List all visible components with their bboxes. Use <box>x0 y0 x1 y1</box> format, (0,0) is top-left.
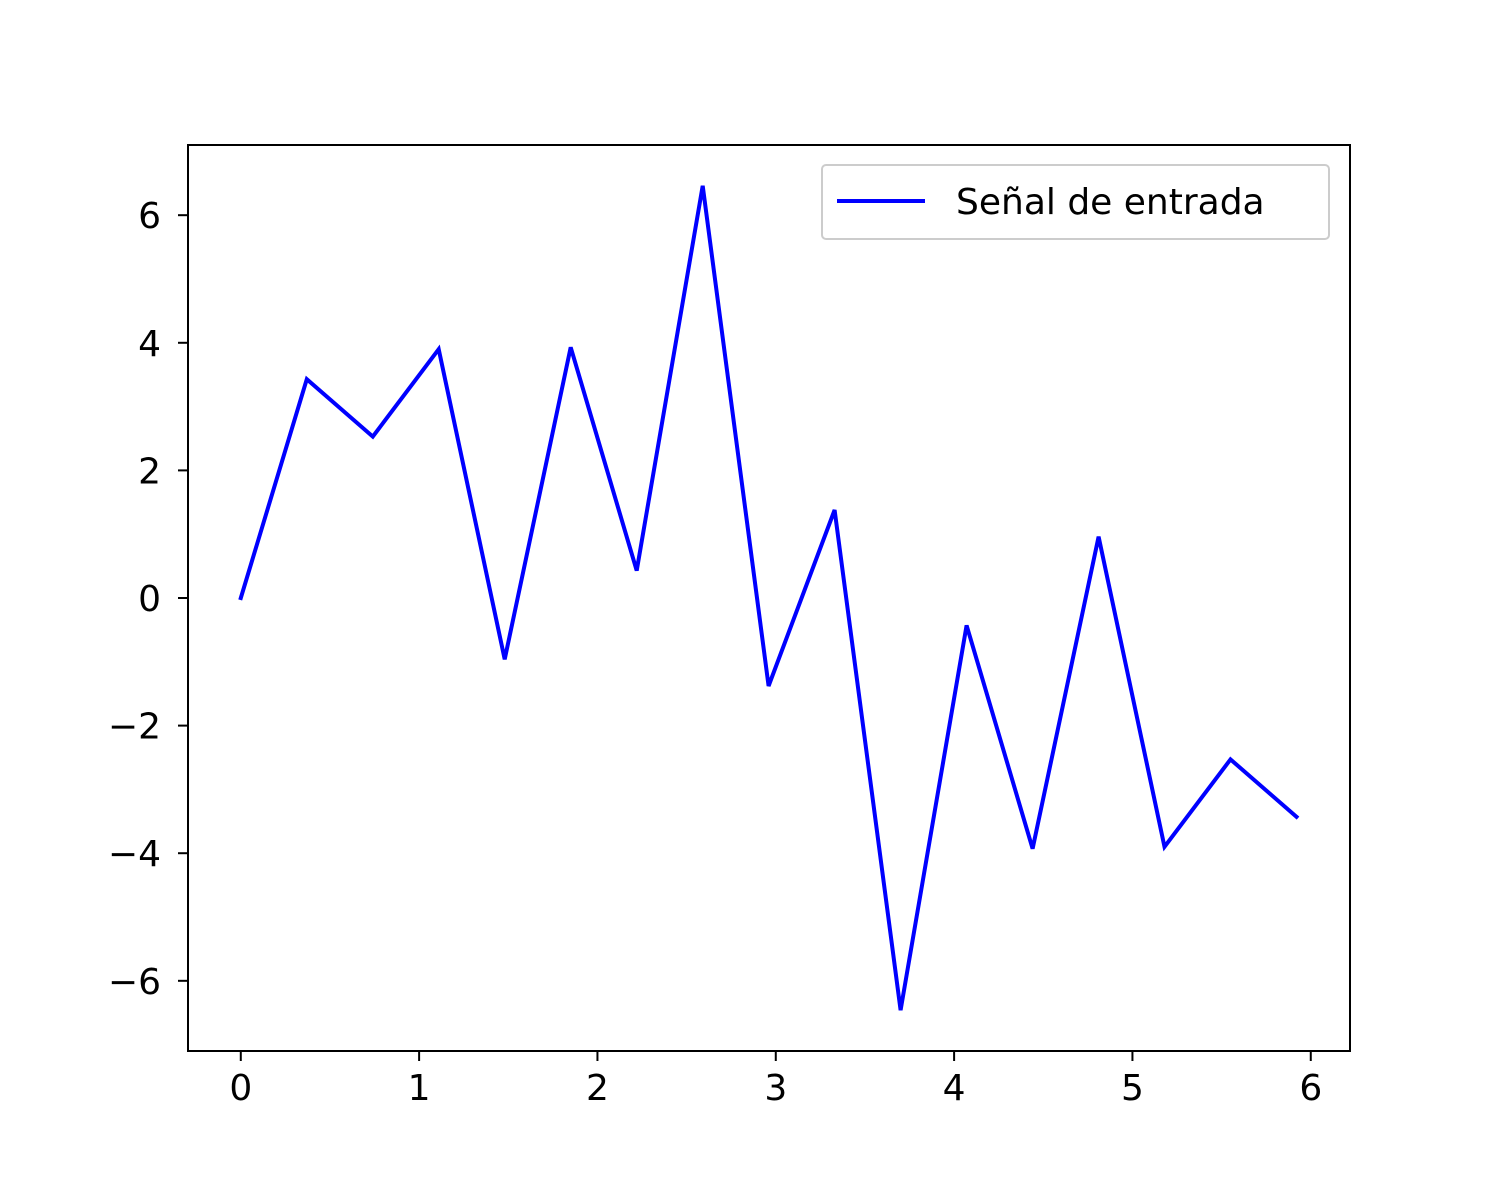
y-tick-label: −6 <box>108 962 161 1003</box>
legend: Señal de entrada <box>821 164 1330 240</box>
y-tick-label: −4 <box>108 834 161 875</box>
x-tick-label: 6 <box>1299 1068 1322 1109</box>
legend-label: Señal de entrada <box>956 182 1265 223</box>
y-tick-label: 6 <box>138 196 161 237</box>
x-tick-label: 1 <box>408 1068 431 1109</box>
plot-area <box>188 145 1350 1051</box>
x-tick-label: 5 <box>1121 1068 1144 1109</box>
y-tick-label: −2 <box>108 707 161 748</box>
series-layer <box>238 185 1300 1011</box>
y-tick-label: 4 <box>138 324 161 365</box>
series-line <box>238 185 1300 1011</box>
plot-frame <box>187 144 1351 1052</box>
x-axis-ticks: 0 1 2 3 4 5 6 <box>229 1051 1322 1109</box>
y-axis-ticks: −6 −4 −2 0 2 4 6 <box>108 196 188 1003</box>
x-tick-label: 2 <box>586 1068 609 1109</box>
x-tick-label: 4 <box>943 1068 966 1109</box>
legend-box <box>821 164 1330 240</box>
x-tick-label: 0 <box>229 1068 252 1109</box>
y-tick-label: 0 <box>138 579 161 620</box>
y-tick-label: 2 <box>138 451 161 492</box>
x-tick-label: 3 <box>764 1068 787 1109</box>
